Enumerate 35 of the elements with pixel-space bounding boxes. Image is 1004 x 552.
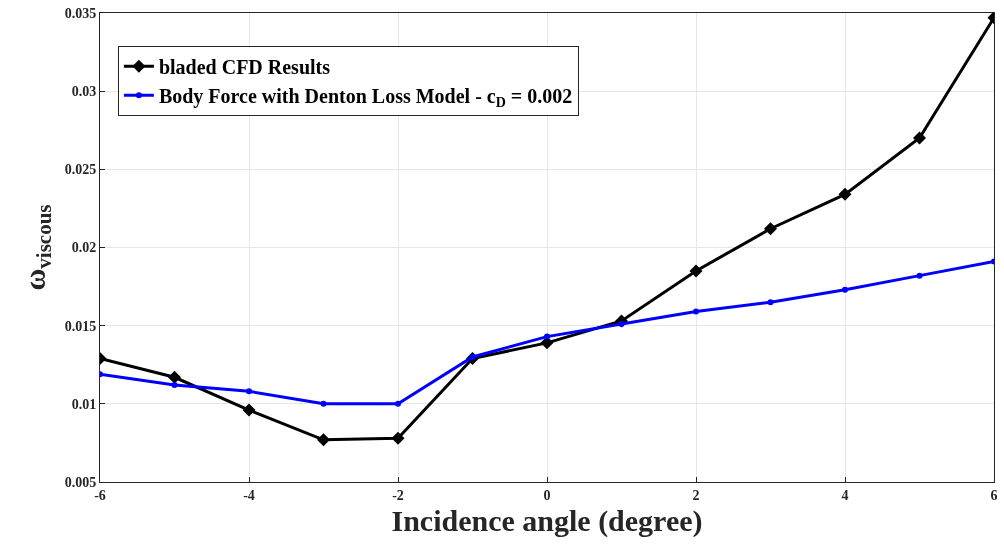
point: [317, 433, 330, 447]
x-axis-title: Incidence angle (degree): [391, 504, 703, 539]
x-tick-label: -4: [243, 487, 255, 503]
legend-label: Body Force with Denton Loss Model - c$_{D}$ = 0.002: [158, 85, 573, 111]
y-tick-label: 0.005: [64, 474, 97, 490]
y-tick-label: 0.025: [64, 162, 97, 178]
y-tick-label: 0.015: [64, 318, 97, 334]
x-tick-label: -6: [94, 487, 106, 503]
point: [916, 272, 923, 279]
point: [693, 308, 699, 315]
line-series: [100, 258, 994, 407]
point: [913, 131, 926, 145]
point: [395, 400, 401, 407]
y-tick-label: 0.03: [71, 84, 97, 100]
point: [842, 286, 848, 293]
y-tick-label: 0.01: [71, 396, 97, 412]
point: [320, 400, 327, 407]
x-tick-label: 0: [543, 487, 551, 503]
point: [168, 370, 181, 384]
x-tick-label: -2: [392, 487, 404, 503]
point: [764, 222, 777, 236]
point: [171, 382, 178, 389]
x-tick-label: 4: [841, 487, 849, 503]
point: [767, 299, 774, 306]
point: [544, 333, 550, 340]
y-tick-label: 0.035: [64, 5, 97, 21]
x-tick-label: 2: [692, 487, 700, 503]
legend-label: bladed CFD Results: [158, 56, 331, 79]
point: [391, 431, 405, 445]
x-tick-label: 6: [990, 487, 998, 503]
point: [242, 403, 256, 417]
point: [838, 187, 852, 201]
y-tick-label: 0.02: [71, 240, 97, 256]
point: [689, 264, 703, 278]
point: [246, 388, 252, 395]
